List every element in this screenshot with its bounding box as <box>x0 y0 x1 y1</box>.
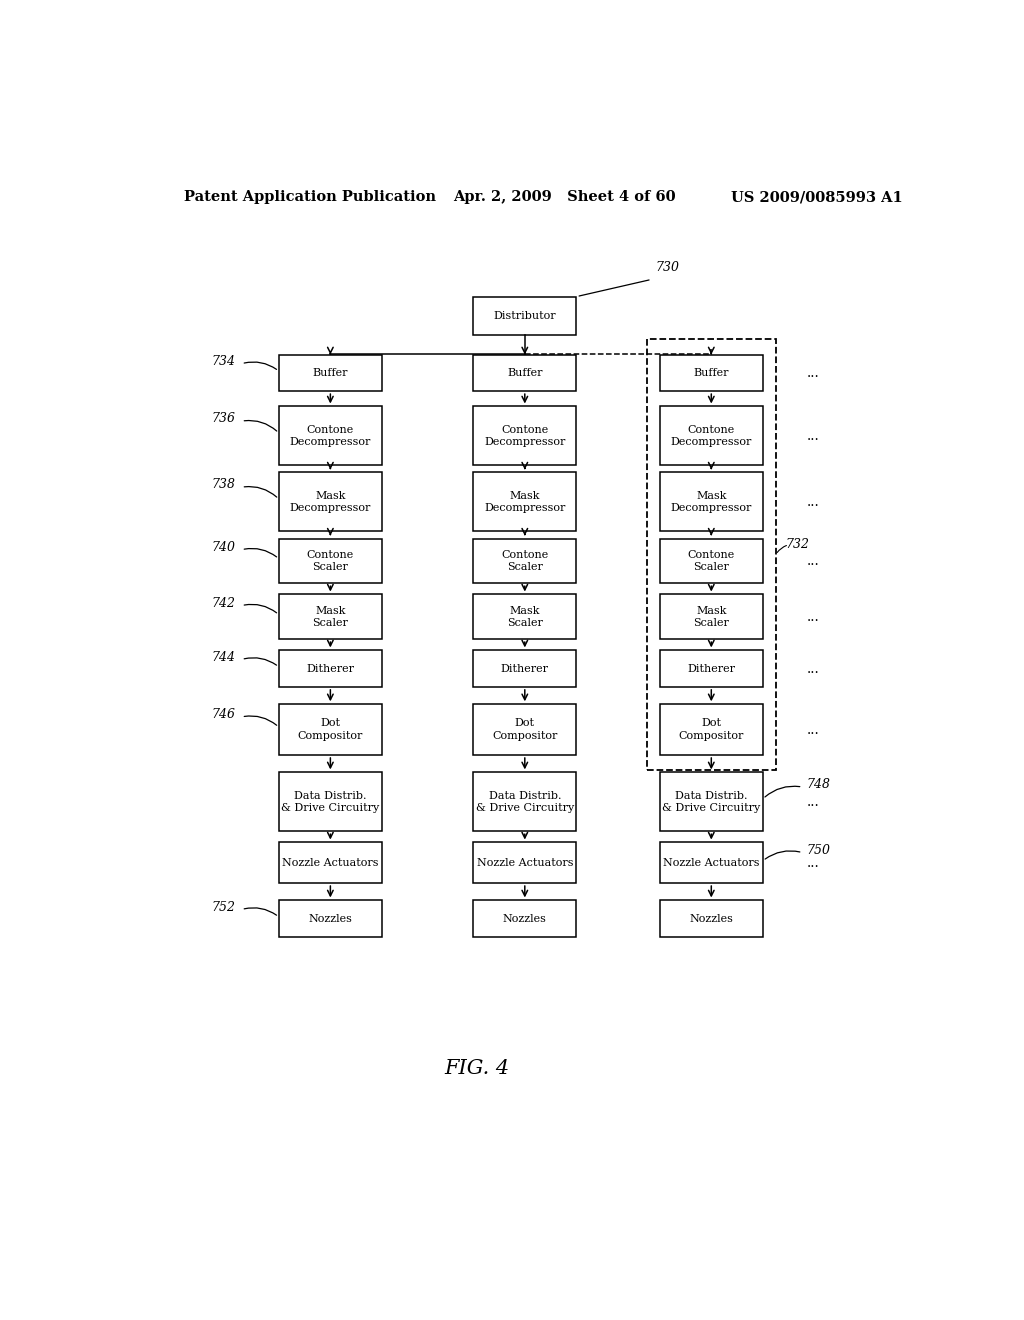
FancyBboxPatch shape <box>279 594 382 639</box>
Text: Data Distrib.
& Drive Circuitry: Data Distrib. & Drive Circuitry <box>663 791 761 813</box>
Text: 738: 738 <box>211 478 236 491</box>
FancyBboxPatch shape <box>659 594 763 639</box>
FancyBboxPatch shape <box>659 539 763 583</box>
Text: Dot
Compositor: Dot Compositor <box>493 718 557 741</box>
Text: 752: 752 <box>211 902 236 915</box>
Text: Mask
Decompressor: Mask Decompressor <box>290 491 371 513</box>
Text: Contone
Decompressor: Contone Decompressor <box>671 425 752 447</box>
FancyBboxPatch shape <box>473 355 577 391</box>
Text: FIG. 4: FIG. 4 <box>444 1059 510 1077</box>
Text: 750: 750 <box>807 843 830 857</box>
Text: Nozzle Actuators: Nozzle Actuators <box>664 858 760 867</box>
Text: Mask
Scaler: Mask Scaler <box>507 606 543 628</box>
Text: 732: 732 <box>785 539 809 552</box>
Text: Nozzles: Nozzles <box>689 913 733 924</box>
Text: Dot
Compositor: Dot Compositor <box>298 718 364 741</box>
FancyBboxPatch shape <box>473 900 577 937</box>
Text: Contone
Scaler: Contone Scaler <box>501 549 549 572</box>
Text: ...: ... <box>807 610 819 624</box>
Text: Contone
Decompressor: Contone Decompressor <box>484 425 565 447</box>
Text: ...: ... <box>807 554 819 568</box>
FancyBboxPatch shape <box>473 651 577 686</box>
Text: Nozzles: Nozzles <box>503 913 547 924</box>
Text: Buffer: Buffer <box>507 368 543 378</box>
Text: Ditherer: Ditherer <box>687 664 735 673</box>
Text: 742: 742 <box>211 597 236 610</box>
Text: Mask
Scaler: Mask Scaler <box>693 606 729 628</box>
Text: Mask
Scaler: Mask Scaler <box>312 606 348 628</box>
Text: 740: 740 <box>211 541 236 554</box>
Text: ...: ... <box>807 795 819 809</box>
FancyBboxPatch shape <box>279 473 382 532</box>
FancyBboxPatch shape <box>659 407 763 466</box>
FancyBboxPatch shape <box>659 772 763 832</box>
FancyBboxPatch shape <box>473 297 577 335</box>
Text: Ditherer: Ditherer <box>306 664 354 673</box>
FancyBboxPatch shape <box>473 473 577 532</box>
FancyBboxPatch shape <box>473 772 577 832</box>
Text: 736: 736 <box>211 412 236 425</box>
FancyBboxPatch shape <box>473 704 577 755</box>
Text: ...: ... <box>807 429 819 444</box>
Text: Dot
Compositor: Dot Compositor <box>679 718 744 741</box>
FancyBboxPatch shape <box>659 704 763 755</box>
FancyBboxPatch shape <box>659 355 763 391</box>
FancyBboxPatch shape <box>279 704 382 755</box>
FancyBboxPatch shape <box>659 900 763 937</box>
Text: ...: ... <box>807 722 819 737</box>
Text: 744: 744 <box>211 651 236 664</box>
Text: ...: ... <box>807 366 819 380</box>
FancyBboxPatch shape <box>473 842 577 883</box>
FancyBboxPatch shape <box>279 842 382 883</box>
Text: Buffer: Buffer <box>693 368 729 378</box>
FancyBboxPatch shape <box>659 651 763 686</box>
Text: 730: 730 <box>655 261 680 275</box>
Text: 748: 748 <box>807 777 830 791</box>
FancyBboxPatch shape <box>279 900 382 937</box>
Text: 746: 746 <box>211 708 236 721</box>
Text: US 2009/0085993 A1: US 2009/0085993 A1 <box>731 190 903 205</box>
FancyBboxPatch shape <box>279 355 382 391</box>
FancyBboxPatch shape <box>473 407 577 466</box>
Text: Buffer: Buffer <box>312 368 348 378</box>
Text: Nozzle Actuators: Nozzle Actuators <box>476 858 573 867</box>
FancyBboxPatch shape <box>473 594 577 639</box>
Bar <box>647 339 775 771</box>
Text: Apr. 2, 2009   Sheet 4 of 60: Apr. 2, 2009 Sheet 4 of 60 <box>454 190 676 205</box>
FancyBboxPatch shape <box>279 772 382 832</box>
FancyBboxPatch shape <box>659 842 763 883</box>
FancyBboxPatch shape <box>279 651 382 686</box>
Text: Nozzle Actuators: Nozzle Actuators <box>283 858 379 867</box>
Text: ...: ... <box>807 855 819 870</box>
Text: Distributor: Distributor <box>494 312 556 321</box>
Text: Ditherer: Ditherer <box>501 664 549 673</box>
Text: Data Distrib.
& Drive Circuitry: Data Distrib. & Drive Circuitry <box>476 791 573 813</box>
FancyBboxPatch shape <box>473 539 577 583</box>
Text: ...: ... <box>807 661 819 676</box>
FancyBboxPatch shape <box>279 407 382 466</box>
Text: 734: 734 <box>211 355 236 368</box>
FancyBboxPatch shape <box>659 473 763 532</box>
Text: Contone
Scaler: Contone Scaler <box>688 549 735 572</box>
Text: Contone
Decompressor: Contone Decompressor <box>290 425 371 447</box>
Text: Patent Application Publication: Patent Application Publication <box>183 190 435 205</box>
Text: Mask
Decompressor: Mask Decompressor <box>484 491 565 513</box>
Text: Nozzles: Nozzles <box>308 913 352 924</box>
Text: Data Distrib.
& Drive Circuitry: Data Distrib. & Drive Circuitry <box>282 791 380 813</box>
Text: Mask
Decompressor: Mask Decompressor <box>671 491 752 513</box>
FancyBboxPatch shape <box>279 539 382 583</box>
Text: Contone
Scaler: Contone Scaler <box>307 549 354 572</box>
Text: ...: ... <box>807 495 819 510</box>
